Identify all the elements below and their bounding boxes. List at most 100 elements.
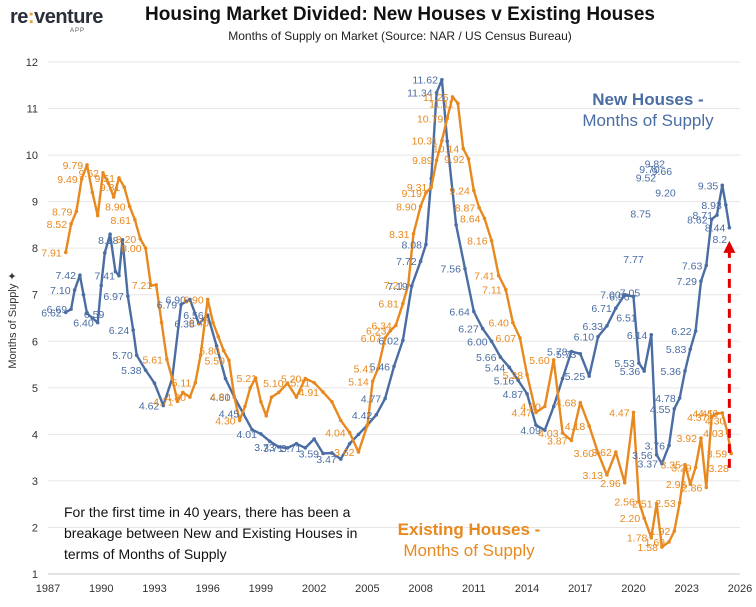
data-point	[248, 386, 253, 390]
data-point	[720, 183, 725, 188]
data-point	[95, 320, 100, 325]
data-label: 6.97	[103, 291, 124, 303]
data-point	[472, 309, 476, 314]
data-point	[122, 185, 127, 190]
data-point	[134, 353, 139, 358]
x-tick-label: 2005	[355, 583, 379, 595]
data-point	[63, 250, 68, 255]
data-point	[637, 499, 641, 504]
data-point	[269, 395, 274, 399]
data-label: 7.10	[50, 285, 71, 297]
y-tick-label: 12	[26, 57, 38, 69]
data-point	[264, 413, 269, 418]
data-label: 5.38	[121, 365, 142, 377]
data-label: 6.38	[174, 319, 195, 331]
data-label: 8.20	[116, 234, 137, 246]
data-label: 3.29	[671, 462, 692, 474]
data-label: 7.41	[95, 271, 116, 283]
data-point	[642, 516, 646, 520]
data-point	[605, 324, 609, 328]
data-label: 7.91	[41, 247, 62, 259]
y-axis-label: Months of Supply ✦	[7, 271, 19, 368]
data-point	[489, 238, 494, 243]
data-label: 6.10	[574, 332, 595, 344]
data-point	[569, 438, 574, 443]
data-point	[223, 376, 228, 381]
data-point	[622, 292, 627, 297]
data-label: 6.69	[47, 304, 68, 316]
x-tick-label: 1999	[249, 583, 273, 595]
data-point	[482, 216, 487, 221]
data-label: 6.07	[361, 333, 382, 345]
data-label: 4.46	[698, 408, 719, 420]
data-label: 3.28	[708, 463, 729, 475]
data-point	[613, 450, 618, 454]
data-label: 3.47	[316, 454, 337, 466]
data-point	[321, 390, 325, 394]
data-point	[294, 441, 299, 446]
data-point	[654, 453, 659, 457]
y-tick-label: 1	[32, 569, 38, 581]
data-point	[672, 529, 677, 533]
data-label: 6.14	[627, 330, 648, 342]
data-point	[365, 423, 370, 427]
data-point	[631, 294, 636, 299]
data-label: 11.34	[407, 88, 433, 100]
data-label: 6.96	[609, 292, 630, 304]
data-label: 3.59	[299, 448, 320, 460]
data-point	[149, 283, 153, 288]
data-label: 6.23	[366, 326, 387, 338]
data-point	[596, 451, 600, 455]
data-point	[418, 259, 423, 264]
data-label: 3.60	[574, 448, 595, 460]
data-point	[516, 378, 521, 383]
data-point	[677, 396, 682, 400]
data-label: 2.20	[620, 513, 641, 525]
data-label: 8.2	[713, 234, 728, 246]
data-point	[560, 376, 565, 381]
data-point	[276, 390, 281, 395]
data-point	[456, 101, 460, 106]
data-label: 6.62	[41, 307, 62, 319]
data-point	[312, 437, 316, 441]
data-point	[489, 339, 494, 344]
data-point	[74, 209, 79, 214]
data-label: 7.21	[384, 280, 405, 292]
data-point	[90, 190, 95, 195]
data-point	[605, 473, 609, 477]
data-point	[214, 344, 219, 348]
data-label: 1.58	[637, 542, 658, 554]
data-label: 4.81	[210, 392, 231, 404]
data-point	[688, 347, 693, 351]
data-point	[440, 138, 444, 143]
data-label: 11.62	[412, 75, 438, 87]
data-point	[108, 232, 112, 237]
data-point	[356, 450, 361, 454]
data-point	[683, 369, 687, 373]
data-label: 6.33	[582, 321, 603, 333]
data-label: 4.77	[361, 394, 382, 406]
arrow-head	[723, 240, 736, 253]
data-point	[496, 273, 501, 278]
data-label: 7.19	[387, 281, 408, 293]
data-label: 9.31	[100, 182, 121, 194]
data-point	[216, 334, 221, 339]
data-point	[596, 334, 600, 339]
data-point	[294, 395, 299, 399]
data-label: 1.92	[650, 526, 671, 538]
data-label: 7.00	[600, 290, 621, 302]
data-point	[401, 301, 405, 306]
data-label: 5.10	[263, 378, 284, 390]
data-label: 4.87	[503, 389, 524, 401]
data-point	[587, 424, 591, 428]
data-point	[120, 238, 125, 242]
data-point	[72, 288, 77, 292]
data-label: 4.03	[703, 428, 724, 440]
data-point	[267, 439, 272, 444]
data-point	[560, 431, 565, 435]
data-point	[285, 446, 290, 450]
data-point	[133, 217, 137, 222]
data-label: 5.25	[565, 371, 586, 383]
data-point	[85, 163, 89, 167]
